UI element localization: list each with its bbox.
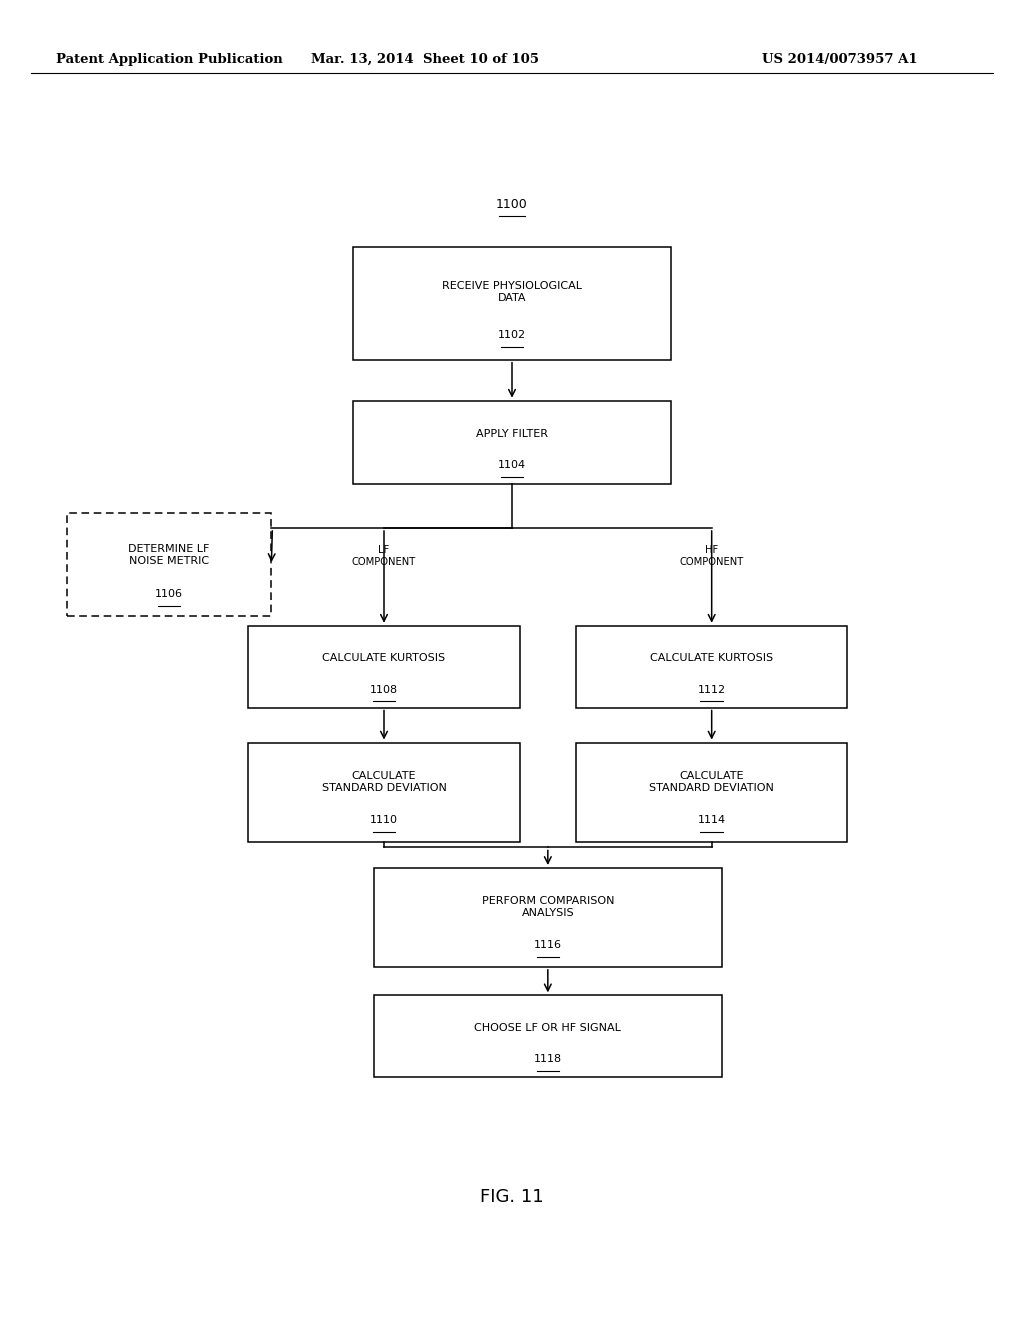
Text: HF
COMPONENT: HF COMPONENT: [680, 545, 743, 566]
Text: 1116: 1116: [534, 940, 562, 950]
Text: CALCULATE KURTOSIS: CALCULATE KURTOSIS: [323, 653, 445, 664]
Text: 1110: 1110: [370, 814, 398, 825]
Text: 1104: 1104: [498, 461, 526, 470]
Text: CHOOSE LF OR HF SIGNAL: CHOOSE LF OR HF SIGNAL: [474, 1023, 622, 1034]
Text: Mar. 13, 2014  Sheet 10 of 105: Mar. 13, 2014 Sheet 10 of 105: [311, 53, 539, 66]
Text: 1100: 1100: [496, 198, 528, 211]
Text: APPLY FILTER: APPLY FILTER: [476, 429, 548, 438]
Bar: [575, 626, 848, 708]
Text: Patent Application Publication: Patent Application Publication: [56, 53, 283, 66]
Text: CALCULATE KURTOSIS: CALCULATE KURTOSIS: [650, 653, 773, 664]
Text: US 2014/0073957 A1: US 2014/0073957 A1: [762, 53, 918, 66]
Bar: [248, 742, 520, 842]
Text: 1102: 1102: [498, 330, 526, 341]
Bar: [67, 513, 271, 616]
Text: CALCULATE
STANDARD DEVIATION: CALCULATE STANDARD DEVIATION: [649, 771, 774, 793]
Bar: [575, 742, 848, 842]
Bar: [353, 400, 671, 483]
Bar: [374, 869, 722, 966]
Text: PERFORM COMPARISON
ANALYSIS: PERFORM COMPARISON ANALYSIS: [481, 896, 614, 919]
Text: 1114: 1114: [697, 814, 726, 825]
Text: CALCULATE
STANDARD DEVIATION: CALCULATE STANDARD DEVIATION: [322, 771, 446, 793]
Text: 1106: 1106: [155, 589, 183, 599]
Text: FIG. 11: FIG. 11: [480, 1188, 544, 1206]
Text: RECEIVE PHYSIOLOGICAL
DATA: RECEIVE PHYSIOLOGICAL DATA: [442, 281, 582, 304]
Text: DETERMINE LF
NOISE METRIC: DETERMINE LF NOISE METRIC: [128, 544, 210, 566]
Bar: [248, 626, 520, 708]
Text: LF
COMPONENT: LF COMPONENT: [352, 545, 416, 566]
Text: 1118: 1118: [534, 1055, 562, 1064]
Text: 1112: 1112: [697, 685, 726, 694]
Bar: [374, 995, 722, 1077]
Text: 1108: 1108: [370, 685, 398, 694]
Bar: [353, 248, 671, 359]
